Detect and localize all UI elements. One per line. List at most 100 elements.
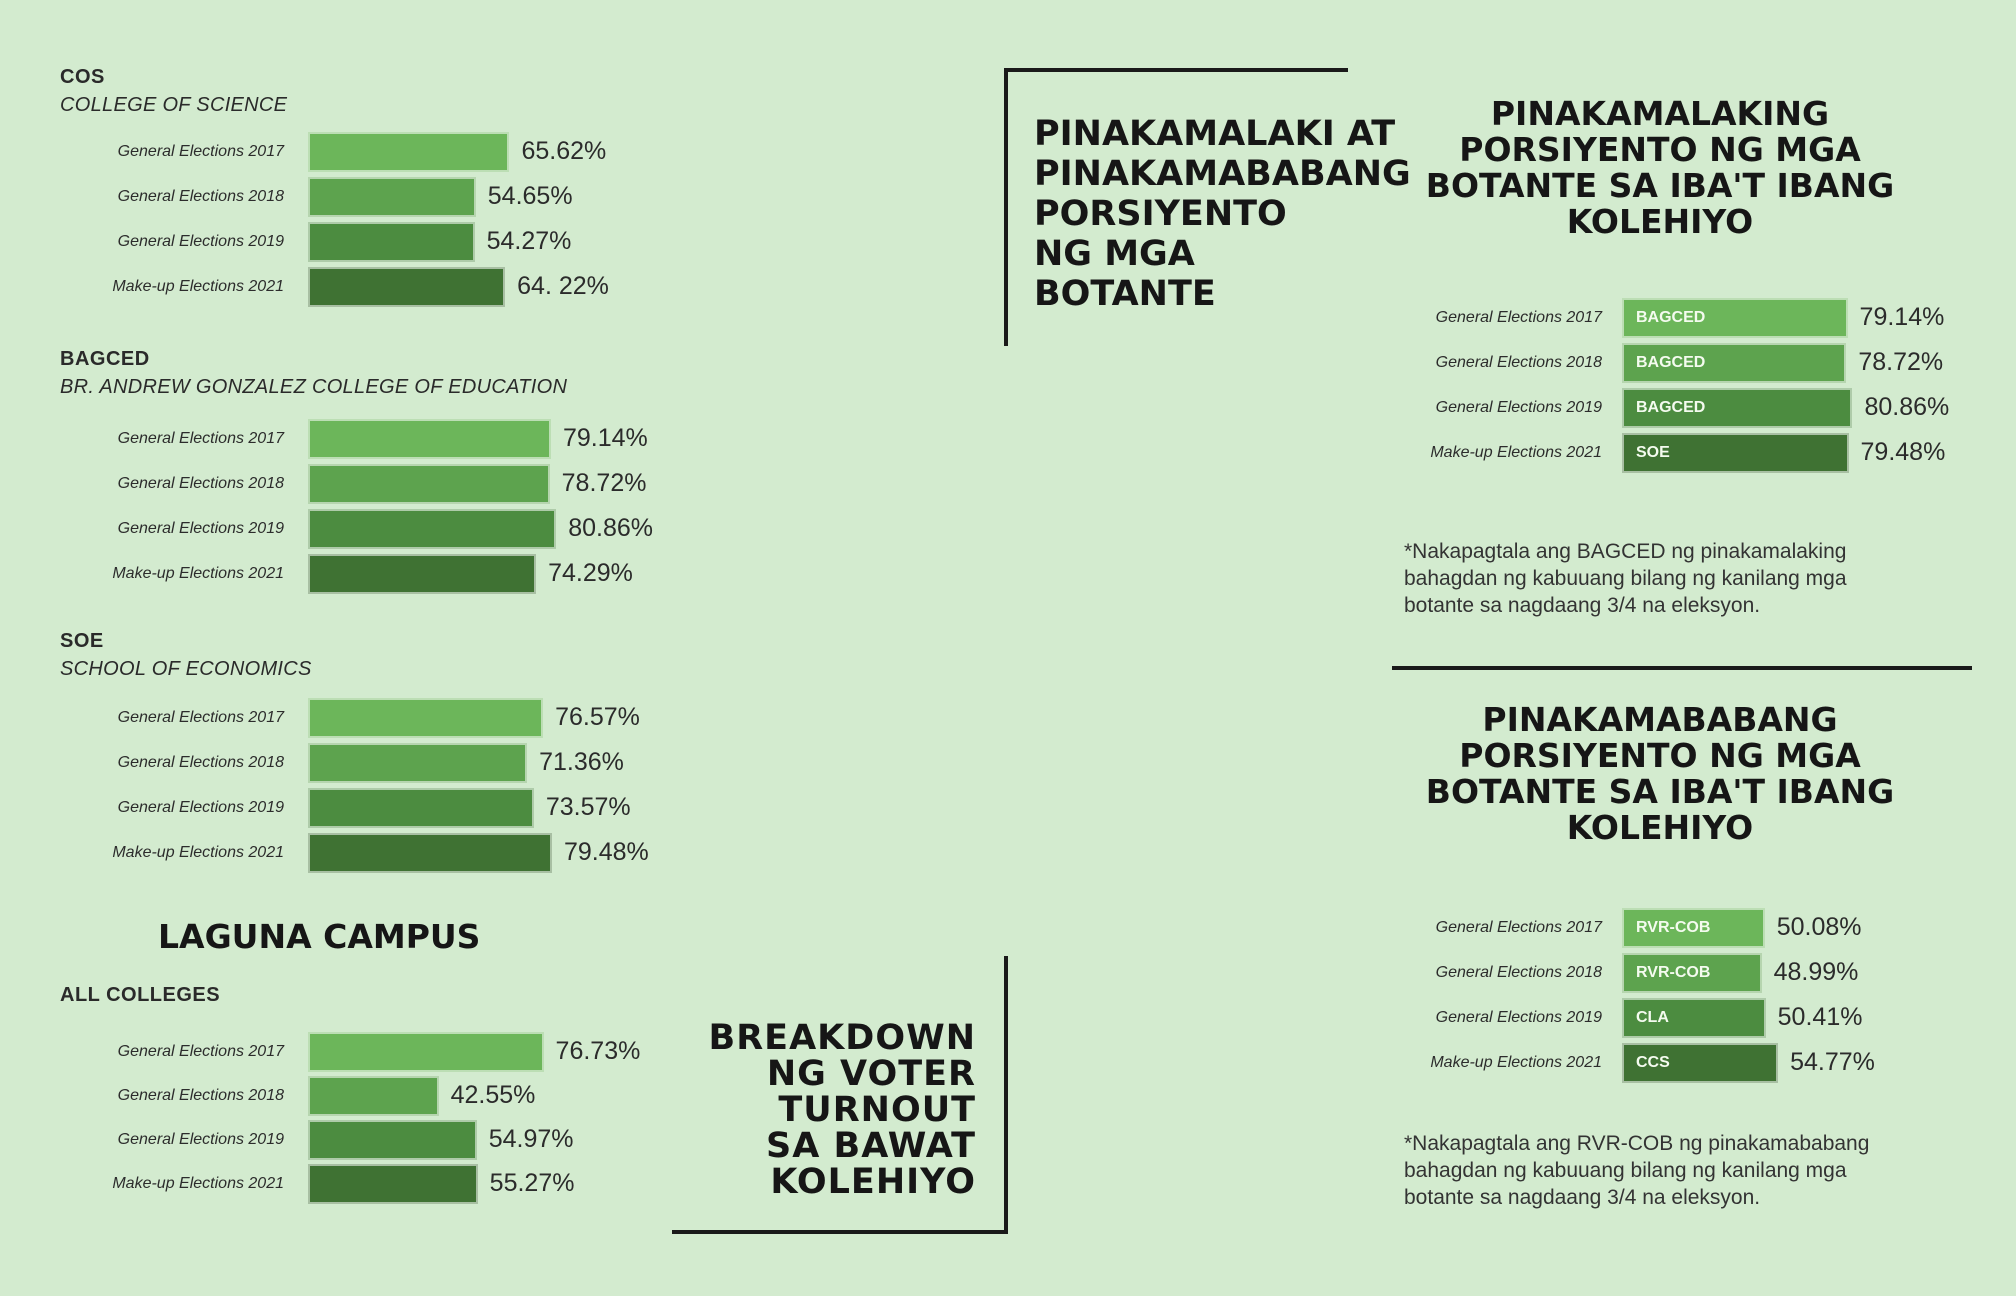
value-label: 50.41%: [1777, 1003, 1863, 1031]
bar: [308, 1164, 478, 1204]
value-label: 74.29%: [548, 559, 633, 587]
category-label: General Elections 2017: [117, 1043, 284, 1060]
category-label: General Elections 2017: [117, 143, 284, 160]
bar-college-tag: CLA: [1636, 1009, 1669, 1026]
category-label: Make-up Elections 2021: [112, 278, 284, 295]
value-label: 54.97%: [488, 1125, 574, 1153]
bar: [308, 743, 528, 783]
chart-title: ALL COLLEGES: [60, 984, 221, 1006]
chart-subtitle: SCHOOL OF ECONOMICS: [60, 658, 312, 680]
value-label: 48.99%: [1773, 958, 1859, 986]
category-label: General Elections 2019: [1435, 399, 1602, 416]
category-label: Make-up Elections 2021: [112, 1175, 284, 1192]
bar: [308, 788, 534, 828]
bar: RVR-COB: [1622, 908, 1765, 948]
bar: BAGCED: [1622, 298, 1848, 338]
value-label: 76.57%: [555, 703, 640, 731]
bar: [308, 419, 551, 459]
chart-title: SOE: [60, 630, 104, 652]
lowest-turnout-note: *Nakapagtala ang RVR-COB ng pinakamababa…: [1404, 1130, 1964, 1211]
note-line: botante sa nagdaang 3/4 na eleksyon.: [1404, 594, 1761, 617]
value-label: 76.73%: [555, 1037, 641, 1065]
highest-heading-line: PINAKAMALAKING: [1490, 94, 1830, 133]
category-label: General Elections 2017: [117, 709, 284, 726]
bar: SOE: [1622, 433, 1849, 473]
category-label: General Elections 2019: [117, 520, 284, 537]
bar: [308, 267, 506, 307]
bar-college-tag: CCS: [1636, 1054, 1670, 1071]
bar-college-tag: RVR-COB: [1636, 919, 1711, 936]
value-label: 54.77%: [1790, 1048, 1875, 1076]
value-label: 79.14%: [562, 424, 648, 452]
category-label: General Elections 2019: [1435, 1009, 1602, 1026]
category-label: Make-up Elections 2021: [112, 844, 284, 861]
bar: [308, 1032, 544, 1072]
value-label: 54.27%: [486, 227, 572, 255]
note-line: *Nakapagtala ang RVR-COB ng pinakamababa…: [1404, 1132, 1870, 1155]
value-label: 73.57%: [545, 793, 631, 821]
highest-heading-line: PORSIYENTO NG MGA: [1459, 130, 1861, 169]
chart-subtitle: COLLEGE OF SCIENCE: [60, 94, 288, 116]
category-label: General Elections 2019: [117, 1131, 284, 1148]
lowest-turnout-heading: PINAKAMABABANG PORSIYENTO NG MGA BOTANTE…: [1400, 702, 1920, 846]
category-label: Make-up Elections 2021: [1430, 444, 1602, 461]
bottom-heading-line: SA BAWAT: [766, 1126, 976, 1166]
lowest-heading-line: PINAKAMABABANG: [1482, 700, 1838, 739]
bar: [308, 509, 557, 549]
bar: BAGCED: [1622, 388, 1853, 428]
bottom-heading: BREAKDOWN NG VOTER TURNOUT SA BAWAT KOLE…: [680, 1020, 976, 1200]
value-label: 79.14%: [1859, 303, 1945, 331]
value-label: 79.48%: [1860, 438, 1946, 466]
bottom-heading-line: NG VOTER: [766, 1054, 976, 1094]
highest-turnout-heading: PINAKAMALAKING PORSIYENTO NG MGA BOTANTE…: [1400, 96, 1920, 240]
bar: [308, 464, 550, 504]
lowest-heading-line: BOTANTE SA IBA'T IBANG: [1425, 772, 1895, 811]
bar-college-tag: RVR-COB: [1636, 964, 1711, 981]
lowest-heading-line: KOLEHIYO: [1566, 808, 1754, 847]
chart-title: COS: [60, 66, 105, 88]
lowest-heading-line: PORSIYENTO NG MGA: [1459, 736, 1861, 775]
category-label: Make-up Elections 2021: [112, 565, 284, 582]
category-label: General Elections 2019: [117, 233, 284, 250]
bottom-heading-frame-horizontal: [672, 1230, 1008, 1234]
category-label: General Elections 2017: [1435, 919, 1602, 936]
bar: [308, 554, 537, 594]
value-label: 50.08%: [1776, 913, 1862, 941]
value-label: 42.55%: [450, 1081, 536, 1109]
category-label: Make-up Elections 2021: [1430, 1054, 1602, 1071]
bar: CLA: [1622, 998, 1766, 1038]
chart-title: BAGCED: [60, 348, 150, 370]
bar: [308, 833, 552, 873]
value-label: 80.86%: [1864, 393, 1950, 421]
top-heading-line: NG MGA: [1034, 234, 1195, 274]
value-label: 78.72%: [1858, 348, 1944, 376]
category-label: General Elections 2017: [1435, 309, 1602, 326]
category-label: General Elections 2018: [117, 188, 284, 205]
top-heading-frame-horizontal: [1004, 68, 1348, 72]
bar: [308, 177, 476, 217]
top-heading-line: BOTANTE: [1034, 274, 1216, 314]
note-line: bahagdan ng kabuuang bilang ng kanilang …: [1404, 1159, 1847, 1182]
bar: CCS: [1622, 1043, 1779, 1083]
bar: [308, 132, 510, 172]
bar: [308, 698, 544, 738]
bottom-heading-frame-vertical: [1004, 956, 1008, 1234]
note-line: *Nakapagtala ang BAGCED ng pinakamalakin…: [1404, 540, 1847, 563]
bar: [308, 222, 475, 262]
category-label: General Elections 2018: [117, 1087, 284, 1104]
top-heading-line: PINAKAMALAKI AT: [1034, 114, 1396, 154]
highest-heading-line: KOLEHIYO: [1566, 202, 1754, 241]
value-label: 80.86%: [568, 514, 654, 542]
category-label: General Elections 2019: [117, 799, 284, 816]
bar-college-tag: BAGCED: [1636, 309, 1706, 326]
category-label: General Elections 2017: [117, 430, 284, 447]
value-label: 55.27%: [489, 1169, 575, 1197]
value-label: 78.72%: [561, 469, 647, 497]
value-label: 79.48%: [564, 838, 649, 866]
value-label: 54.65%: [487, 182, 573, 210]
note-line: botante sa nagdaang 3/4 na eleksyon.: [1404, 1186, 1761, 1209]
bottom-heading-line: BREAKDOWN: [708, 1018, 976, 1058]
category-label: General Elections 2018: [1435, 964, 1602, 981]
top-heading: PINAKAMALAKI AT PINAKAMABABANG PORSIYENT…: [1034, 114, 1411, 314]
category-label: General Elections 2018: [1435, 354, 1602, 371]
